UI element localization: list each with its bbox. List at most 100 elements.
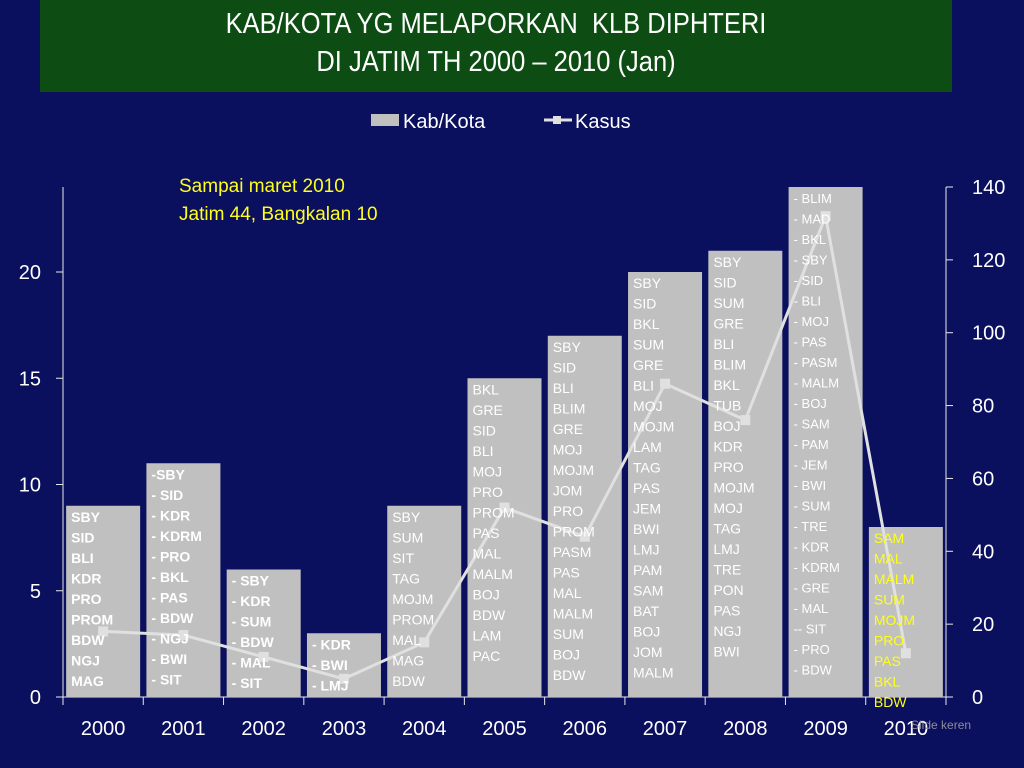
bar-label-item: GRE [553, 421, 583, 437]
bar-label-item: - SBY [794, 253, 828, 268]
bar-label-item: - SUM [232, 614, 272, 630]
bar-label-item: MALM [874, 571, 914, 587]
bar-label-item: - NGJ [151, 630, 188, 646]
bar-label-item: MAL [392, 632, 421, 648]
bar-label-item: BDW [874, 694, 907, 710]
bar-label-item: - TRE [794, 519, 828, 534]
bar-label-item: - PRO [794, 642, 830, 657]
bar-label-item: - KDRM [151, 528, 202, 544]
bar-label-item: PAM [633, 562, 662, 578]
bar-label-item: MOJ [713, 500, 743, 516]
x-tick-label: 2008 [723, 718, 768, 740]
bar-label-item: PRO [713, 459, 743, 475]
bar-label-item: MAL [874, 551, 903, 567]
bar-label-item: SAM [874, 530, 904, 546]
bar-label-item: BDW [392, 673, 425, 689]
bar-label-item: PAS [874, 653, 901, 669]
bar-label-item: - KDRM [794, 560, 840, 575]
bar-label-item: - JEM [794, 458, 828, 473]
x-tick-label: 2010 [884, 718, 929, 740]
bar-label-item: PROM [473, 504, 515, 520]
bar-label-item: - PRO [151, 548, 190, 564]
bar-label-item: PROM [553, 523, 595, 539]
bar-kabkota [66, 505, 141, 697]
x-tick-label: 2004 [402, 718, 447, 740]
bar-label-item: SID [553, 359, 576, 375]
bar-label-item: - BLIM [794, 191, 832, 206]
bar-label-item: MAG [71, 673, 104, 689]
bar-label-item: MOJM [392, 591, 433, 607]
bar-label-item: - KDR [151, 507, 190, 523]
bar-label-item: PRO [71, 591, 101, 607]
bar-label-item: BOJ [553, 646, 580, 662]
x-tick-label: 2006 [563, 718, 608, 740]
bar-label-item: - SBY [232, 573, 270, 589]
bar-label-item: SID [473, 422, 496, 438]
bar-label-item: - BLI [794, 294, 821, 309]
bar-label-item: - MOJ [794, 314, 829, 329]
bar-label-item: SUM [713, 295, 744, 311]
bar-label-item: BAT [633, 603, 660, 619]
point-kasus [419, 637, 430, 648]
point-kasus [740, 415, 751, 426]
bar-label-item: MOJ [473, 463, 503, 479]
bar-label-item: BLI [633, 378, 654, 394]
bar-label-item: SBY [553, 339, 582, 355]
bar-label-item: SUM [392, 529, 423, 545]
bar-label-item: -SBY [151, 466, 185, 482]
bar-label-item: BLI [713, 336, 734, 352]
kasus-line-layer [98, 210, 911, 684]
left-tick-label: 0 [30, 687, 41, 709]
bar-label-item: PROM [392, 611, 434, 627]
right-tick-label: 40 [972, 541, 994, 563]
bar-label-item: BKL [633, 316, 660, 332]
bar-label-item: GRE [713, 315, 743, 331]
bar-label-item: - SUM [794, 499, 831, 514]
right-tick-label: 20 [972, 614, 994, 636]
bar-label-item: KDR [713, 438, 743, 454]
right-tick-label: 140 [972, 177, 1005, 199]
bar-label-item: SID [713, 274, 736, 290]
bar-label-item: BLI [553, 380, 574, 396]
bar-label-item: BLI [71, 550, 94, 566]
bar-label-item: SUM [633, 337, 664, 353]
bar-label-item: SAM [633, 583, 663, 599]
legend-label-kasus: Kasus [575, 111, 631, 133]
bar-label-item: - MAL [794, 601, 829, 616]
bar-label-item: MOJM [713, 479, 754, 495]
right-tick-label: 60 [972, 468, 994, 490]
bar-label-item: - LMJ [312, 677, 349, 693]
bar-label-item: TUB [713, 397, 741, 413]
note-line-2: Jatim 44, Bangkalan 10 [179, 204, 378, 225]
bar-label-item: MAL [473, 545, 502, 561]
bar-label-item: TAG [633, 460, 661, 476]
point-kasus [258, 651, 269, 662]
bar-label-item: JOM [633, 644, 663, 660]
bar-label-item: BWI [713, 643, 739, 659]
point-kasus [820, 211, 831, 222]
bar-kabkota [547, 335, 622, 697]
bar-label-item: LMJ [633, 542, 659, 558]
bar-kabkota [226, 569, 301, 697]
bar-kabkota [788, 187, 863, 697]
bar-label-item: SBY [71, 509, 100, 525]
bar-label-item: PROM [71, 611, 113, 627]
bar-label-item: TRE [713, 561, 741, 577]
bar-label-item: - SID [151, 487, 183, 503]
bar-label-item: BKL [473, 381, 500, 397]
bar-kabkota [146, 463, 221, 697]
point-kasus [900, 648, 911, 659]
bar-label-item: BDW [71, 632, 105, 648]
bar-label-item: - SIT [232, 675, 263, 691]
point-kasus [338, 673, 349, 684]
bar-label-item: PASM [553, 544, 592, 560]
bar-label-item: NGJ [71, 652, 100, 668]
bar-label-item: PAS [713, 602, 740, 618]
bar-kabkota [628, 272, 703, 697]
legend: Kab/Kota Kasus [371, 111, 631, 133]
bar-label-item: BWI [633, 521, 659, 537]
bar-label-item: MALM [473, 566, 513, 582]
right-tick-label: 100 [972, 323, 1005, 345]
bar-label-item: MOJ [553, 441, 583, 457]
